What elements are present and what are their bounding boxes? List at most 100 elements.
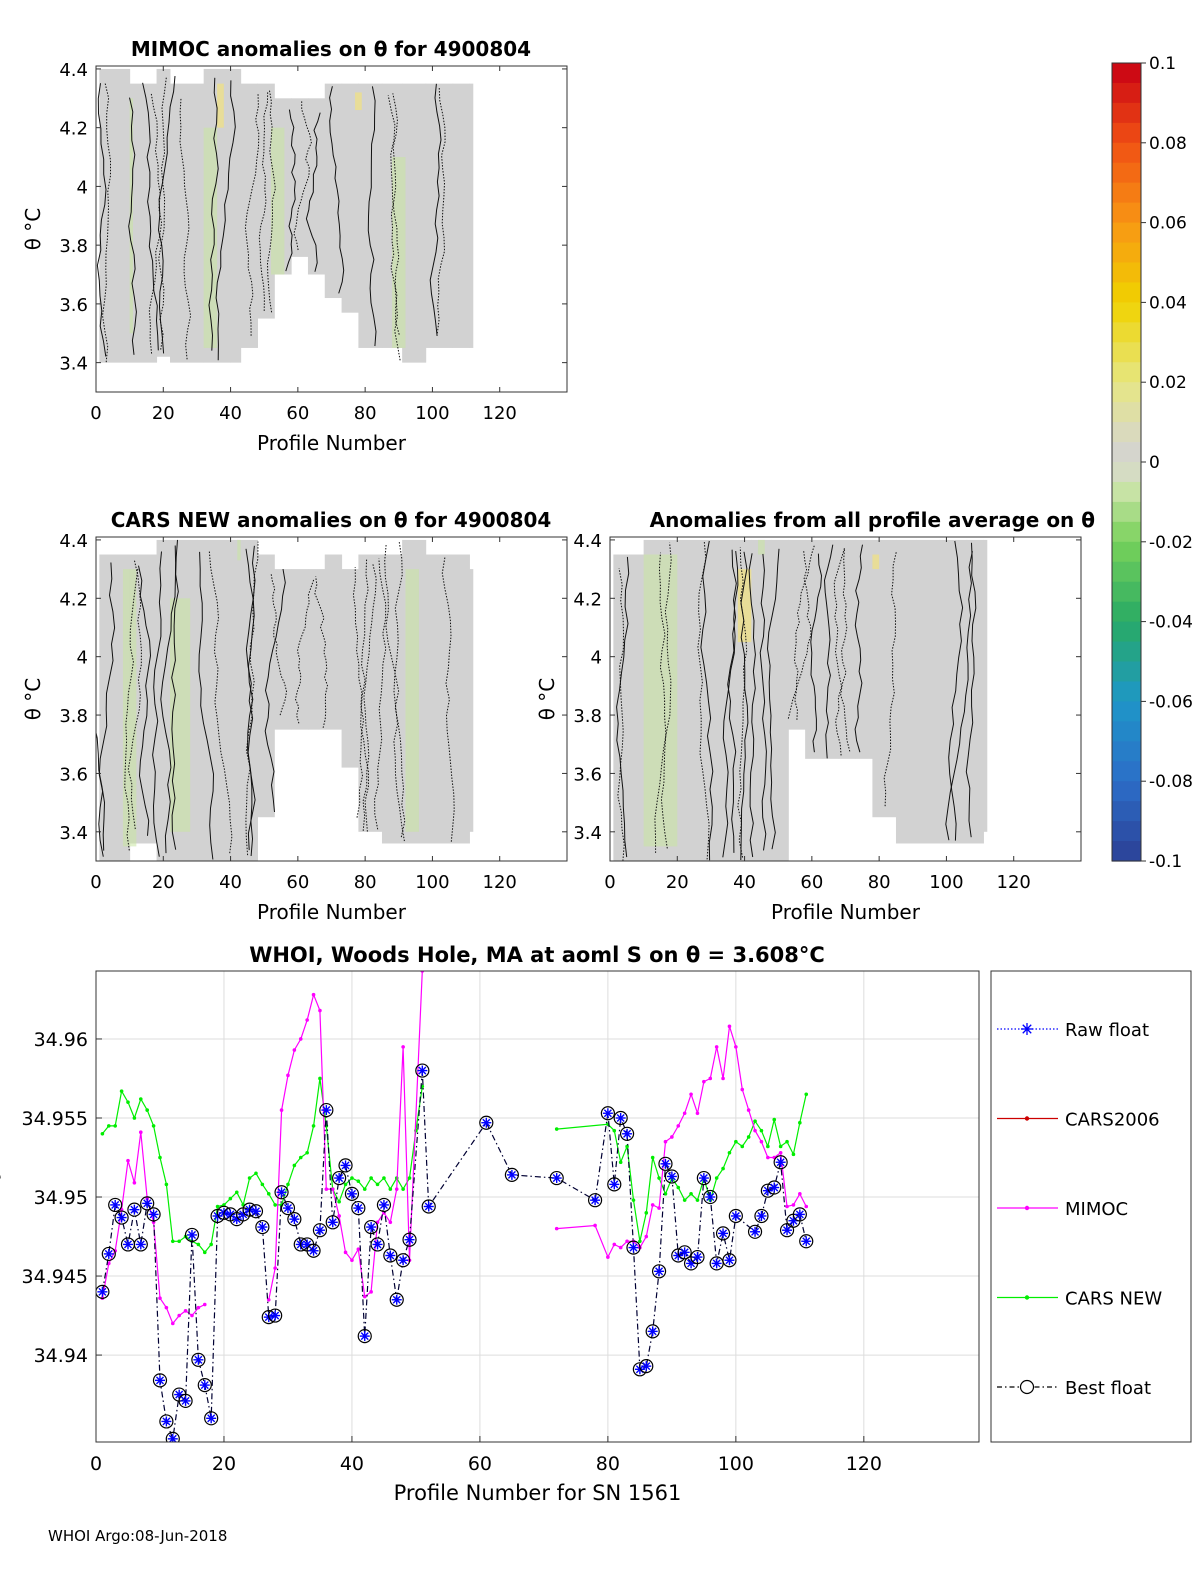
y-axis-label: θ °C: [21, 208, 45, 251]
raw-float-star: [335, 1174, 344, 1183]
series-point-cars-new: [177, 1239, 181, 1244]
best-float-point: [779, 1223, 795, 1238]
positive-contour: [215, 80, 236, 361]
best-float-circle: [351, 1200, 366, 1216]
legend-item-raw-float: Raw float: [997, 1020, 1149, 1041]
colorbar-band: [1112, 581, 1141, 603]
raw-float-star: [175, 1390, 184, 1399]
negative-contour: [270, 572, 288, 716]
colorbar-tick-label: -0.1: [1149, 852, 1182, 872]
raw-float-star: [482, 1118, 491, 1127]
x-tick-label: 60: [286, 872, 309, 893]
colorbar-tick-label: -0.02: [1149, 533, 1193, 553]
best-float-circle: [402, 1232, 417, 1247]
best-float-point: [114, 1210, 129, 1225]
best-float-point: [504, 1167, 520, 1182]
series-point-mimoc: [612, 1242, 617, 1247]
raw-float-star: [642, 1362, 651, 1371]
negative-contour: [617, 568, 625, 861]
raw-float-star: [699, 1174, 708, 1183]
positive-contour: [285, 109, 296, 272]
best-float-point: [658, 1156, 673, 1171]
raw-float-star: [181, 1396, 190, 1405]
negative-contour: [393, 541, 405, 842]
best-float-point: [549, 1170, 564, 1186]
x-tick-label: 100: [929, 872, 963, 893]
x-tick-label: 40: [219, 403, 242, 424]
raw-float-star: [367, 1223, 376, 1232]
series-point-mimoc: [791, 1203, 796, 1207]
series-point-mimoc: [132, 1180, 137, 1185]
colorbar-tick-label: 0: [1149, 453, 1160, 473]
raw-float-star: [661, 1159, 670, 1168]
best-float-point: [325, 1215, 340, 1230]
series-point-cars-new: [145, 1108, 149, 1112]
raw-float-star: [757, 1211, 766, 1221]
best-float-circle: [159, 1414, 174, 1429]
positive-contour: [854, 544, 863, 753]
series-point-cars-new: [286, 1182, 290, 1187]
field-column: [358, 554, 383, 832]
field-column: [855, 539, 873, 759]
series-point-cars-new: [138, 1097, 143, 1101]
colorbar-band: [1112, 661, 1141, 683]
y-tick-label: 3.6: [59, 764, 88, 785]
colorbar-tick-label: 0.04: [1149, 293, 1187, 313]
series-point-mimoc: [202, 1302, 207, 1307]
series-point-mimoc: [695, 1111, 700, 1116]
best-float-circle: [504, 1167, 520, 1182]
negative-anomaly-patch: [392, 157, 406, 348]
series-point-cars-new: [350, 1176, 354, 1180]
series-point-cars-new: [254, 1171, 258, 1176]
legend-box: [990, 970, 1192, 1443]
raw-float-star: [392, 1295, 401, 1304]
raw-float-star: [424, 1202, 433, 1211]
positive-contour: [748, 553, 756, 858]
raw-float-star: [648, 1327, 657, 1336]
negative-anomaly-patch: [758, 539, 765, 555]
best-float-circle: [703, 1189, 718, 1205]
series-point-mimoc: [644, 1234, 649, 1239]
x-axis-label: Profile Number: [257, 900, 407, 924]
y-tick-label: 3.4: [59, 354, 88, 375]
raw-float-star: [123, 1240, 133, 1249]
field-column: [291, 569, 309, 730]
colorbar-tick-label: 0.1: [1149, 54, 1176, 74]
best-float-circle: [274, 1185, 289, 1200]
best-float-circle: [338, 1158, 353, 1173]
x-tick-label: 100: [718, 1453, 754, 1475]
best-float-point: [280, 1200, 296, 1216]
best-float-circle: [165, 1431, 180, 1442]
best-float-circle: [799, 1234, 814, 1249]
negative-contour: [258, 91, 269, 311]
positive-contour: [98, 562, 116, 857]
best-float-circle: [587, 1193, 603, 1208]
best-float-circle: [421, 1199, 436, 1214]
x-tick-label: 40: [219, 872, 242, 893]
raw-float-star: [213, 1211, 222, 1221]
series-point-cars-new: [209, 1242, 213, 1247]
field-column: [469, 83, 474, 348]
best-float-point: [383, 1248, 398, 1263]
series-point-cars-new: [196, 1242, 201, 1247]
best-float-circle: [479, 1115, 494, 1130]
y-axis-label: θ °C: [21, 678, 45, 721]
raw-float-star: [610, 1180, 619, 1189]
x-tick-label: 120: [997, 872, 1031, 893]
raw-float-star: [591, 1196, 600, 1205]
colorbar-band: [1112, 122, 1141, 144]
series-point-mimoc: [292, 1048, 297, 1052]
series-point-mimoc: [593, 1223, 597, 1228]
series-point-cars-new: [375, 1182, 380, 1187]
raw-float-star: [386, 1251, 395, 1260]
best-float-circle: [319, 1102, 334, 1118]
panel-title: CARS NEW anomalies on θ for 4900804: [111, 508, 552, 532]
negative-anomaly-patch: [237, 539, 241, 561]
series-point-mimoc: [298, 1037, 303, 1041]
series-point-cars-new: [388, 1187, 393, 1191]
series-point-cars-new: [663, 1192, 668, 1196]
best-float-point: [204, 1411, 219, 1426]
panel-title: WHOI, Woods Hole, MA at aoml S on θ = 3.…: [249, 943, 825, 967]
best-float-circle: [396, 1253, 411, 1268]
x-tick-label: 20: [152, 403, 175, 424]
